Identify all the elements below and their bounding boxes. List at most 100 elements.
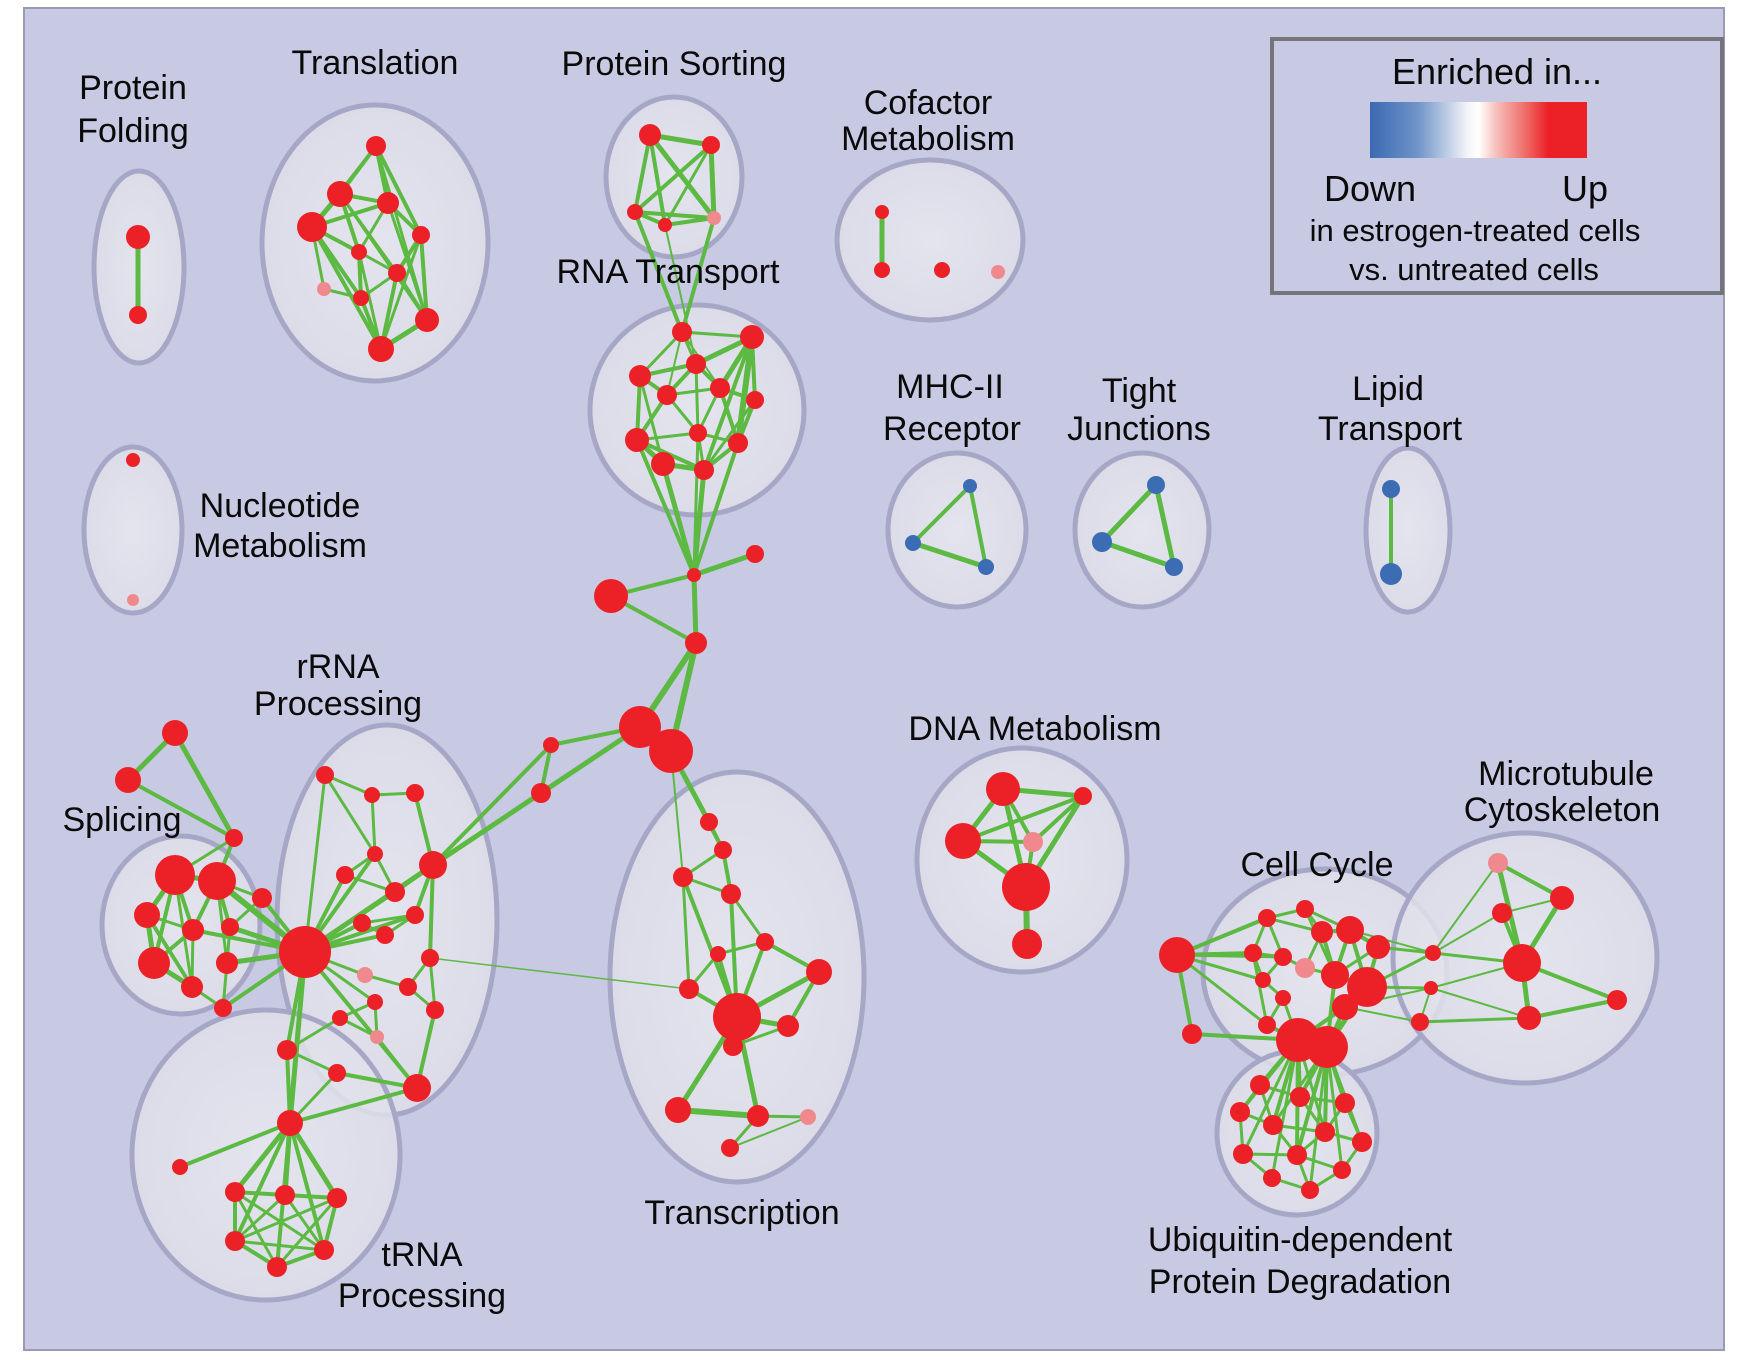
node-cf3[interactable]: [991, 265, 1005, 279]
node-r11[interactable]: [694, 460, 714, 480]
node-r6[interactable]: [746, 391, 764, 409]
node-r4[interactable]: [657, 385, 677, 405]
node-rhub[interactable]: [279, 926, 331, 978]
node-cch1[interactable]: [1306, 1026, 1348, 1068]
node-cf0[interactable]: [875, 205, 889, 219]
node-r2[interactable]: [686, 354, 706, 374]
node-rr16[interactable]: [426, 1001, 444, 1019]
node-u6[interactable]: [1352, 1132, 1372, 1152]
node-s8[interactable]: [214, 999, 232, 1017]
node-rr18[interactable]: [328, 1064, 346, 1082]
node-t0[interactable]: [366, 136, 386, 156]
node-mtp[interactable]: [1488, 853, 1508, 873]
node-rr14[interactable]: [332, 1010, 348, 1026]
node-cc3[interactable]: [1336, 916, 1364, 944]
node-t7[interactable]: [317, 282, 331, 296]
node-cc2[interactable]: [1311, 921, 1333, 943]
node-u7[interactable]: [1233, 1144, 1253, 1164]
node-rr8[interactable]: [353, 914, 371, 932]
node-tc5[interactable]: [710, 946, 726, 962]
node-cf1[interactable]: [874, 262, 890, 278]
node-tc0[interactable]: [700, 813, 718, 831]
node-rr13[interactable]: [367, 994, 383, 1010]
node-mt5[interactable]: [1411, 1013, 1429, 1031]
node-s5[interactable]: [138, 947, 170, 979]
node-u3[interactable]: [1230, 1102, 1250, 1122]
node-tn2[interactable]: [225, 1182, 245, 1202]
node-cc1[interactable]: [1296, 900, 1314, 918]
node-tc10[interactable]: [665, 1097, 691, 1123]
node-ccl[interactable]: [1159, 937, 1195, 973]
node-tn5[interactable]: [225, 1231, 245, 1251]
node-r0[interactable]: [672, 322, 692, 342]
node-pf0[interactable]: [126, 225, 150, 249]
node-tc3[interactable]: [721, 884, 741, 904]
node-d3[interactable]: [1023, 832, 1043, 852]
node-m0[interactable]: [963, 479, 977, 493]
node-ps0[interactable]: [639, 124, 661, 146]
node-d5[interactable]: [1012, 929, 1042, 959]
node-s6[interactable]: [216, 952, 238, 974]
node-t10[interactable]: [368, 336, 394, 362]
node-thub[interactable]: [713, 993, 761, 1041]
node-rr4[interactable]: [336, 866, 354, 884]
node-tr1[interactable]: [115, 767, 141, 793]
node-t5[interactable]: [351, 244, 367, 260]
node-rr6[interactable]: [419, 851, 447, 879]
node-tj2[interactable]: [1165, 558, 1183, 576]
node-tn6[interactable]: [314, 1240, 334, 1260]
node-k1[interactable]: [1424, 981, 1438, 995]
node-t8[interactable]: [353, 290, 369, 306]
node-x0[interactable]: [687, 568, 701, 582]
node-x1[interactable]: [746, 545, 764, 563]
node-tc6[interactable]: [806, 959, 832, 985]
node-t1[interactable]: [327, 181, 353, 207]
node-rr10[interactable]: [357, 967, 373, 983]
node-r5[interactable]: [710, 378, 730, 398]
node-mt4[interactable]: [1607, 990, 1627, 1010]
node-cc9[interactable]: [1255, 972, 1271, 988]
node-tj1[interactable]: [1092, 532, 1112, 552]
node-t6[interactable]: [388, 264, 406, 282]
node-cc8[interactable]: [1321, 961, 1349, 989]
node-m1[interactable]: [905, 535, 921, 551]
node-tn3[interactable]: [275, 1185, 295, 1205]
node-cc7[interactable]: [1295, 958, 1315, 978]
node-l1[interactable]: [543, 737, 559, 753]
node-ps2[interactable]: [627, 204, 643, 220]
node-tj0[interactable]: [1147, 476, 1165, 494]
node-tc11[interactable]: [747, 1105, 769, 1127]
node-d4[interactable]: [1002, 863, 1050, 911]
node-nm0[interactable]: [126, 453, 140, 467]
node-ps1[interactable]: [702, 136, 720, 154]
node-s9[interactable]: [225, 829, 243, 847]
node-d2[interactable]: [945, 823, 981, 859]
node-tn4[interactable]: [327, 1188, 347, 1208]
node-lt1[interactable]: [1380, 563, 1402, 585]
node-rr17[interactable]: [277, 1040, 297, 1060]
node-t3[interactable]: [297, 212, 327, 242]
node-tc12[interactable]: [800, 1109, 816, 1125]
node-tn0[interactable]: [277, 1110, 303, 1136]
node-pf1[interactable]: [129, 306, 147, 324]
node-cc13[interactable]: [1258, 1016, 1276, 1034]
node-lt0[interactable]: [1382, 480, 1400, 498]
node-k0[interactable]: [1425, 945, 1441, 961]
node-tc1[interactable]: [714, 841, 732, 859]
node-t2[interactable]: [377, 192, 399, 214]
node-u11[interactable]: [1301, 1181, 1319, 1199]
node-s10[interactable]: [252, 888, 272, 908]
node-ps3[interactable]: [658, 218, 672, 232]
node-tc4[interactable]: [756, 933, 774, 951]
node-m2[interactable]: [978, 559, 994, 575]
node-rr11[interactable]: [399, 978, 417, 996]
node-bigl[interactable]: [594, 579, 628, 613]
node-cc0[interactable]: [1258, 909, 1276, 927]
node-cc10[interactable]: [1275, 990, 1291, 1006]
node-h1[interactable]: [649, 729, 693, 773]
node-rr7[interactable]: [406, 906, 424, 924]
node-u10[interactable]: [1263, 1169, 1281, 1187]
node-d0[interactable]: [986, 772, 1020, 806]
node-tc2[interactable]: [673, 867, 693, 887]
node-tc7[interactable]: [679, 979, 699, 999]
